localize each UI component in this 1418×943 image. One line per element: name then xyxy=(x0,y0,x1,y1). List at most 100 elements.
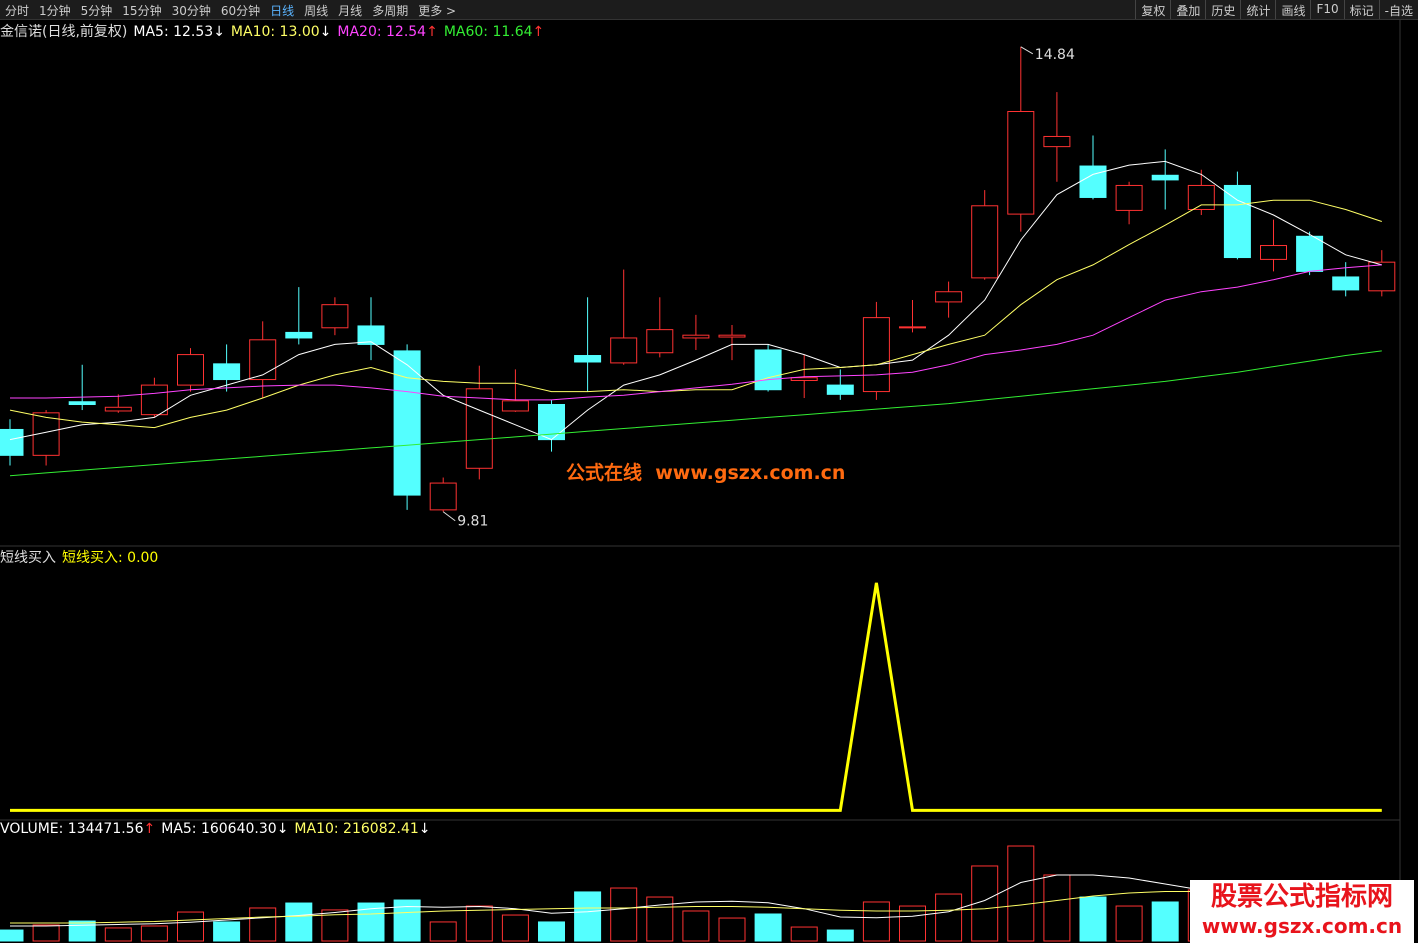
candle-body xyxy=(140,384,168,416)
volume-bar xyxy=(1007,845,1035,942)
tool-button[interactable]: F10 xyxy=(1310,0,1343,19)
candle-body xyxy=(321,304,349,329)
candle-body xyxy=(574,355,602,363)
candle-body xyxy=(357,325,385,345)
legend-trend: ↓ xyxy=(319,24,332,40)
volume-bar xyxy=(826,929,854,942)
candle-body xyxy=(213,363,241,381)
period-tab[interactable]: 分时 xyxy=(5,4,30,18)
tool-button[interactable]: 复权 xyxy=(1135,0,1170,19)
indicator-header: 短线买入 短线买入: 0.00 xyxy=(0,547,164,567)
volume-bar xyxy=(1115,905,1143,942)
volume-bar xyxy=(754,913,782,942)
ma-line xyxy=(9,199,1382,429)
volume-bar xyxy=(899,905,926,942)
volume-bar xyxy=(682,910,710,942)
tool-button[interactable]: 统计 xyxy=(1240,0,1275,19)
tool-button[interactable]: -自选 xyxy=(1378,0,1418,19)
candle-body xyxy=(1187,184,1215,210)
candle-body xyxy=(1043,135,1071,148)
watermark: 公式在线 www.gszx.com.cn xyxy=(566,462,846,484)
volume-bar xyxy=(249,907,277,942)
candle-body xyxy=(935,291,963,303)
logo-title: 股票公式指标网 xyxy=(1210,882,1393,912)
candle-body xyxy=(826,384,854,395)
extreme-label: 14.84 xyxy=(1035,47,1075,63)
candle-body xyxy=(646,329,674,354)
candle-body xyxy=(501,400,529,412)
candle-body xyxy=(104,406,132,412)
candle-body xyxy=(68,401,96,406)
candle-body xyxy=(682,334,710,339)
candle-body xyxy=(1007,111,1035,215)
period-tab[interactable]: 60分钟 xyxy=(220,4,261,18)
candle-body xyxy=(971,205,999,279)
legend-label: MA20: 12.54 xyxy=(337,24,427,40)
indicator-title: 短线买入 xyxy=(0,550,56,566)
legend-label: MA5: 160640.30 xyxy=(161,821,277,837)
candle-body xyxy=(1151,174,1179,181)
volume-bar xyxy=(0,929,24,942)
chart-title: 金信诺(日线,前复权) xyxy=(0,24,128,40)
volume-bar xyxy=(538,921,565,942)
candle-body xyxy=(1332,276,1360,291)
period-tab[interactable]: 月线 xyxy=(338,4,363,18)
volume-bar xyxy=(1043,874,1071,942)
period-tab[interactable]: 更多 > xyxy=(418,4,457,18)
volume-bar xyxy=(1151,901,1179,942)
period-tab[interactable]: 1分钟 xyxy=(39,4,71,18)
volume-bar xyxy=(646,896,674,942)
corner-logo: 股票公式指标网 www.gszx.com.cn xyxy=(1190,880,1414,943)
tool-buttons: 复权 叠加 历史 统计 画线 F10 标记 -自选 xyxy=(1135,0,1418,19)
legend-trend: ↑ xyxy=(143,821,156,837)
period-tab[interactable]: 15分钟 xyxy=(122,4,162,18)
period-tab[interactable]: 日线 xyxy=(270,4,295,18)
candle-body xyxy=(429,482,457,511)
volume-bar xyxy=(790,926,818,942)
tool-button[interactable]: 标记 xyxy=(1343,0,1379,19)
volume-bar xyxy=(213,921,241,942)
volume-bar xyxy=(501,914,529,942)
legend-label: MA5: 12.53 xyxy=(133,24,214,40)
period-tab[interactable]: 30分钟 xyxy=(171,4,211,18)
annotation-arrow xyxy=(1020,46,1034,55)
legend-trend: ↑ xyxy=(532,24,545,40)
signal-line xyxy=(10,582,1382,812)
volume-bar xyxy=(68,920,96,942)
candle-body xyxy=(177,354,204,386)
volume-bar xyxy=(104,927,132,942)
candle-body xyxy=(1260,245,1287,260)
candle-body xyxy=(1296,235,1324,272)
candle-body xyxy=(862,317,890,393)
legend-label: MA10: 13.00 xyxy=(230,24,320,40)
volume-bar xyxy=(32,924,60,942)
legend-label: VOLUME: 134471.56 xyxy=(0,821,144,837)
period-tab[interactable]: 5分钟 xyxy=(80,4,113,18)
ma-line xyxy=(9,350,1382,477)
candle-body xyxy=(285,331,313,339)
tool-button[interactable]: 叠加 xyxy=(1170,0,1205,19)
candle-body xyxy=(754,349,782,391)
period-tab[interactable]: 周线 xyxy=(304,4,329,18)
legend-label: MA60: 11.64 xyxy=(443,24,533,40)
legend-trend: ↑ xyxy=(426,24,438,40)
extreme-label: 9.81 xyxy=(457,514,488,530)
candle-body xyxy=(32,412,60,456)
ma-line xyxy=(10,264,1382,401)
ma-line xyxy=(9,160,1382,441)
volume-bar xyxy=(465,905,493,942)
candle-body xyxy=(718,334,746,338)
volume-bar xyxy=(177,911,204,942)
volume-header: VOLUME: 134471.56↑ MA5: 160640.30↓ MA10: 2… xyxy=(0,821,437,837)
legend-label: MA10: 216082.41 xyxy=(294,821,419,837)
candle-body xyxy=(790,377,818,381)
tool-button[interactable]: 画线 xyxy=(1275,0,1310,19)
volume-bar xyxy=(718,917,746,942)
candle-body xyxy=(1368,261,1396,292)
candle-body xyxy=(465,388,493,469)
period-tab[interactable]: 多周期 xyxy=(372,4,409,18)
toolbar: 分时 1分钟 5分钟 15分钟 30分钟 60分钟 日线 周线 月线 多周期 更多 > 复权 叠加 历史统… xyxy=(0,0,1418,20)
tool-button[interactable]: 历史 xyxy=(1205,0,1240,19)
